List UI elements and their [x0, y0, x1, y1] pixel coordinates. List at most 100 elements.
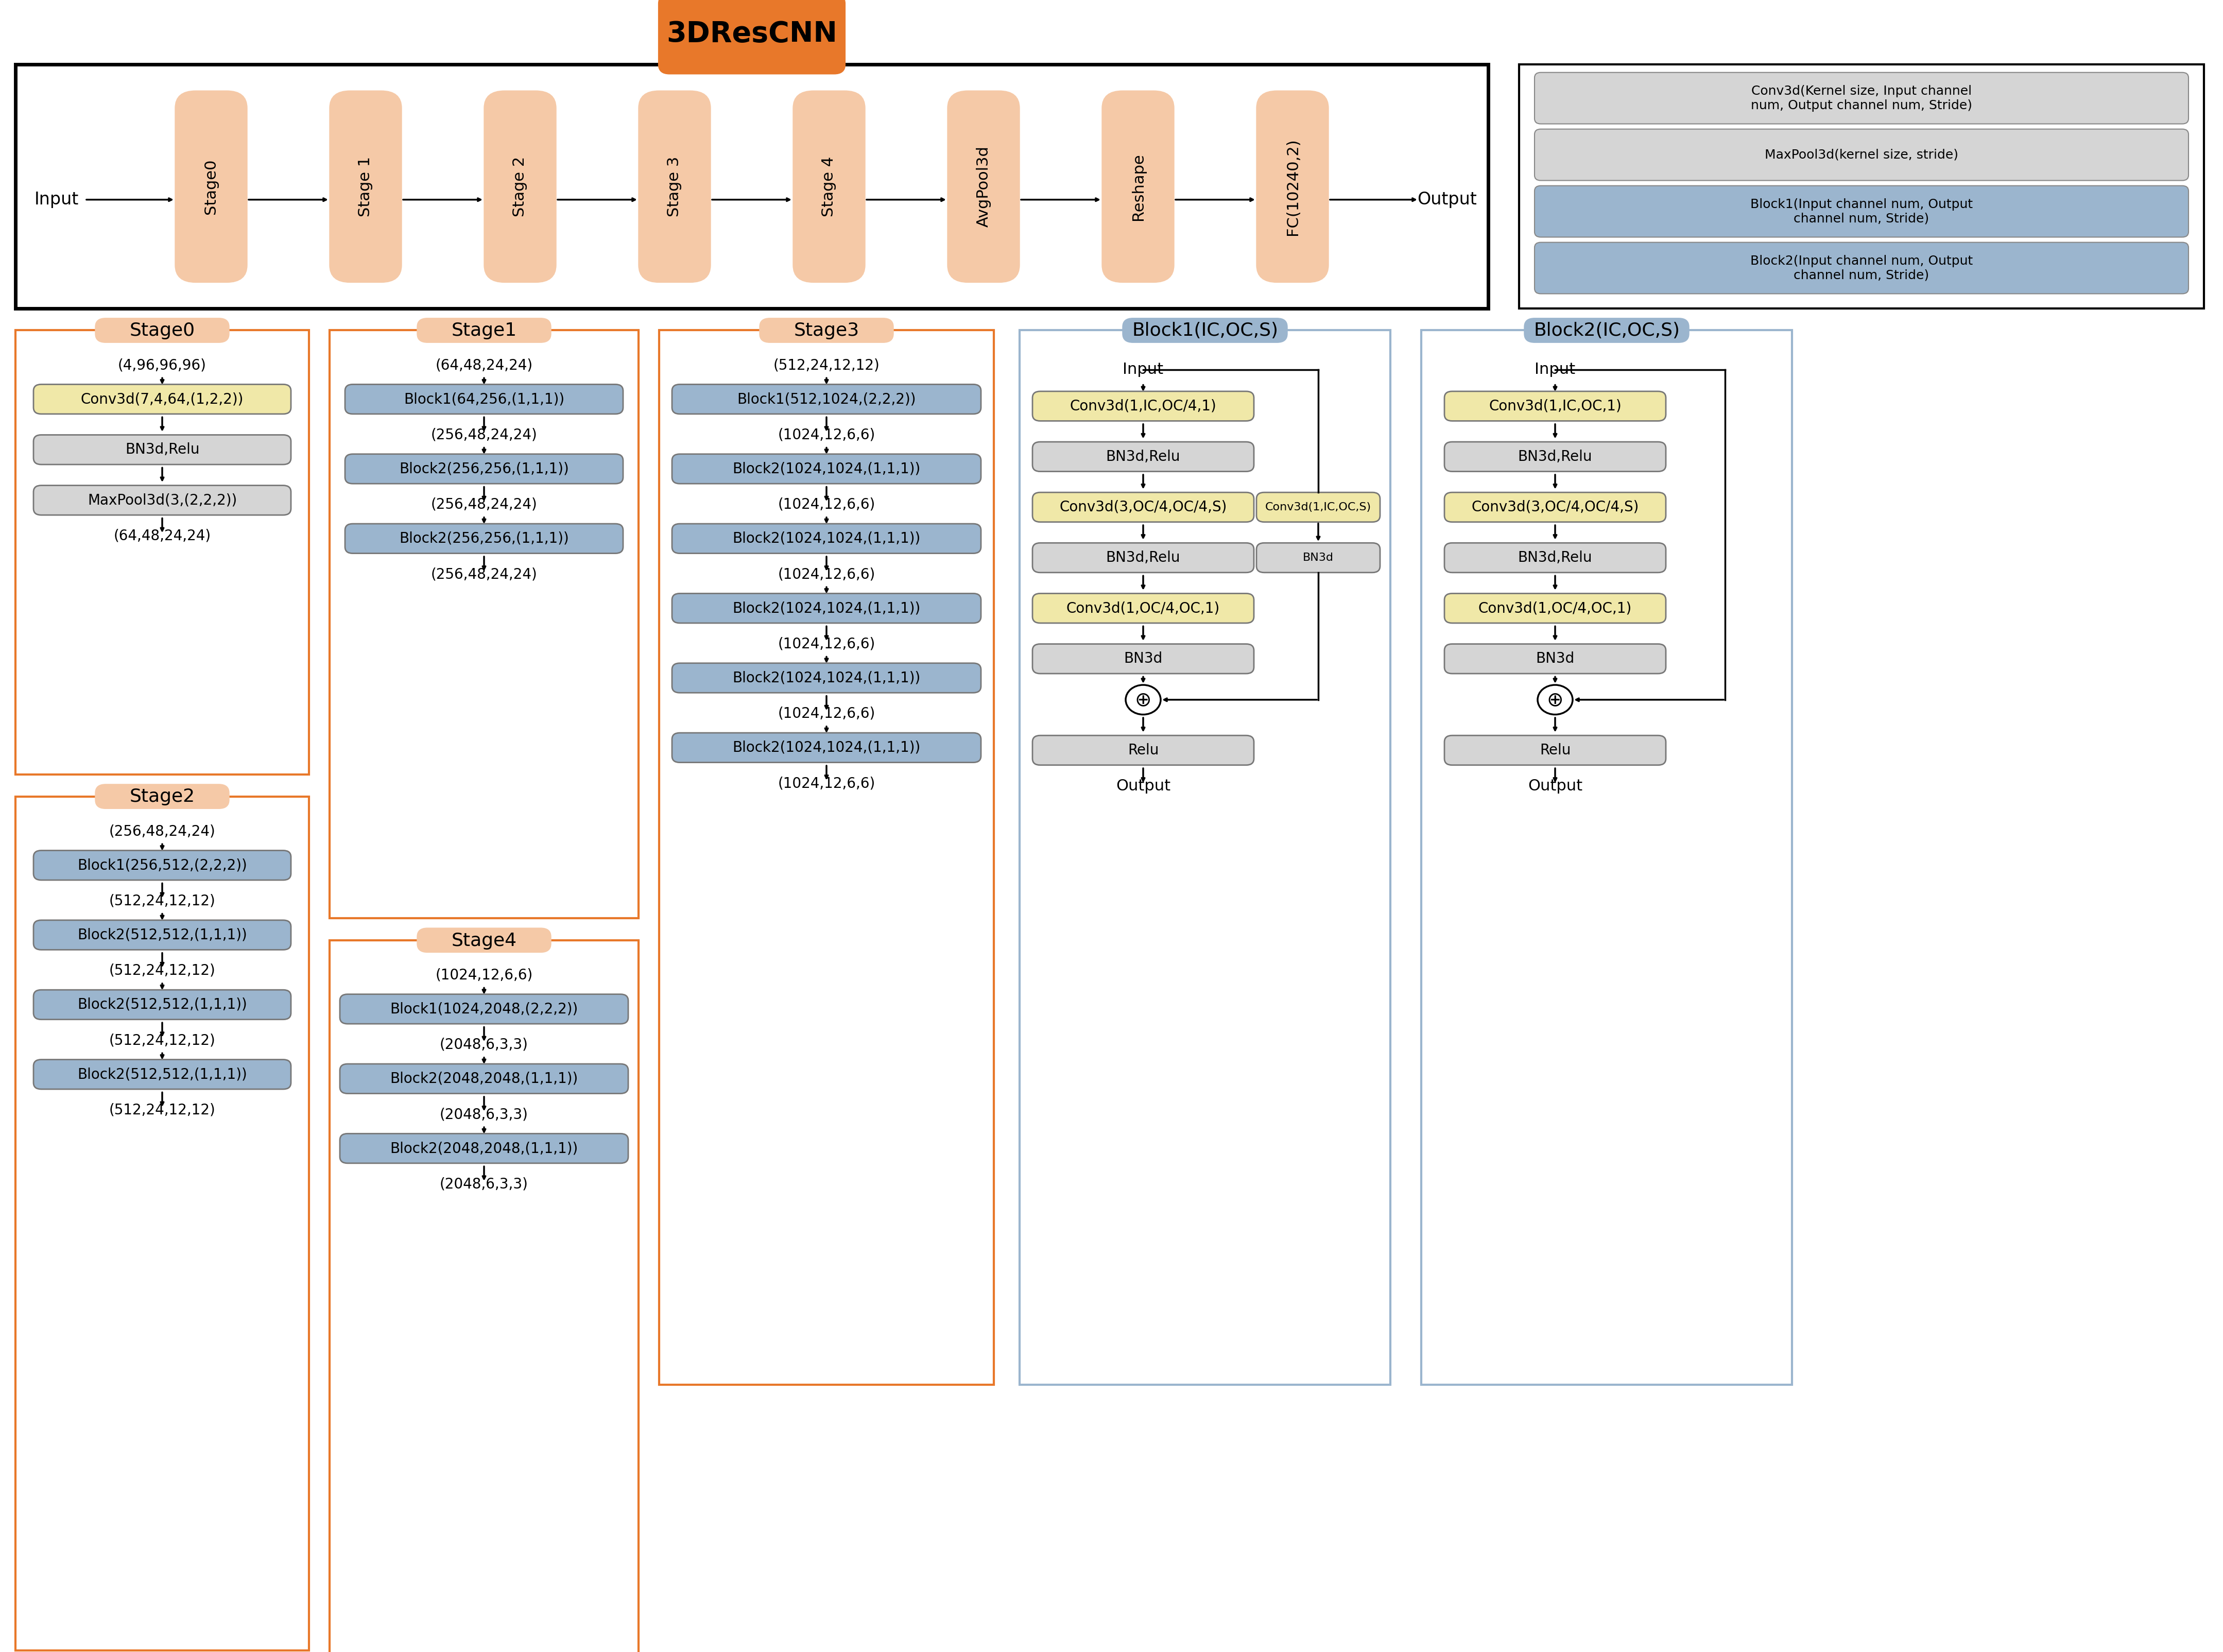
- Text: Block2(512,512,(1,1,1)): Block2(512,512,(1,1,1)): [78, 928, 247, 942]
- Text: Block2(1024,1024,(1,1,1)): Block2(1024,1024,(1,1,1)): [731, 461, 920, 476]
- Text: Block1(Input channel num, Output
channel num, Stride): Block1(Input channel num, Output channel…: [1750, 198, 1972, 225]
- Text: Stage0: Stage0: [129, 322, 196, 340]
- FancyBboxPatch shape: [1123, 319, 1287, 342]
- Text: (256,48,24,24): (256,48,24,24): [431, 497, 538, 512]
- Text: AvgPool3d: AvgPool3d: [976, 145, 991, 228]
- FancyBboxPatch shape: [418, 928, 551, 953]
- Text: Block2(1024,1024,(1,1,1)): Block2(1024,1024,(1,1,1)): [731, 532, 920, 545]
- FancyBboxPatch shape: [96, 785, 229, 808]
- Text: Block2(1024,1024,(1,1,1)): Block2(1024,1024,(1,1,1)): [731, 740, 920, 755]
- FancyBboxPatch shape: [340, 1133, 629, 1163]
- Text: Stage0: Stage0: [205, 159, 218, 215]
- FancyBboxPatch shape: [33, 434, 291, 464]
- FancyBboxPatch shape: [96, 319, 229, 342]
- Text: Conv3d(7,4,64,(1,2,2)): Conv3d(7,4,64,(1,2,2)): [80, 392, 245, 406]
- Text: Block2(1024,1024,(1,1,1)): Block2(1024,1024,(1,1,1)): [731, 601, 920, 616]
- Text: Input: Input: [1534, 362, 1576, 377]
- Text: ⊕: ⊕: [1547, 691, 1563, 709]
- Text: (1024,12,6,6): (1024,12,6,6): [778, 707, 876, 720]
- Text: Stage 3: Stage 3: [667, 157, 682, 216]
- Bar: [1518, 64, 2203, 309]
- Bar: [329, 940, 638, 1652]
- Text: Conv3d(3,OC/4,OC/4,S): Conv3d(3,OC/4,OC/4,S): [1472, 501, 1638, 514]
- FancyBboxPatch shape: [345, 385, 622, 415]
- Text: (1024,12,6,6): (1024,12,6,6): [778, 636, 876, 651]
- Text: Conv3d(3,OC/4,OC/4,S): Conv3d(3,OC/4,OC/4,S): [1060, 501, 1227, 514]
- Text: BN3d,Relu: BN3d,Relu: [1518, 449, 1592, 464]
- Text: Stage3: Stage3: [794, 322, 860, 340]
- FancyBboxPatch shape: [1534, 129, 2187, 180]
- Text: (512,24,12,12): (512,24,12,12): [774, 358, 880, 372]
- FancyBboxPatch shape: [33, 920, 291, 950]
- Text: BN3d,Relu: BN3d,Relu: [1518, 550, 1592, 565]
- Text: (1024,12,6,6): (1024,12,6,6): [436, 968, 534, 983]
- FancyBboxPatch shape: [345, 524, 622, 553]
- FancyBboxPatch shape: [33, 385, 291, 415]
- Text: 3DResCNN: 3DResCNN: [667, 20, 838, 48]
- Text: Stage 4: Stage 4: [823, 157, 836, 216]
- Bar: [16, 796, 309, 1650]
- FancyBboxPatch shape: [671, 593, 980, 623]
- Text: Block2(256,256,(1,1,1)): Block2(256,256,(1,1,1)): [400, 461, 569, 476]
- FancyBboxPatch shape: [671, 662, 980, 692]
- Text: (256,48,24,24): (256,48,24,24): [431, 428, 538, 443]
- Text: Block2(1024,1024,(1,1,1)): Block2(1024,1024,(1,1,1)): [731, 671, 920, 686]
- FancyBboxPatch shape: [1525, 319, 1689, 342]
- Text: BN3d,Relu: BN3d,Relu: [1107, 449, 1180, 464]
- Text: Stage 1: Stage 1: [358, 157, 373, 216]
- Text: (1024,12,6,6): (1024,12,6,6): [778, 567, 876, 582]
- FancyBboxPatch shape: [671, 524, 980, 553]
- FancyBboxPatch shape: [794, 91, 865, 282]
- FancyBboxPatch shape: [485, 91, 556, 282]
- Text: (64,48,24,24): (64,48,24,24): [113, 529, 211, 544]
- Text: FC(10240,2): FC(10240,2): [1285, 139, 1300, 235]
- Text: (2048,6,3,3): (2048,6,3,3): [440, 1107, 529, 1122]
- Text: Conv3d(1,IC,OC,1): Conv3d(1,IC,OC,1): [1489, 398, 1621, 413]
- Text: Block1(IC,OC,S): Block1(IC,OC,S): [1132, 322, 1278, 340]
- Text: (2048,6,3,3): (2048,6,3,3): [440, 1176, 529, 1191]
- FancyBboxPatch shape: [1256, 492, 1380, 522]
- FancyBboxPatch shape: [671, 733, 980, 763]
- Circle shape: [1538, 686, 1572, 715]
- Bar: [660, 330, 994, 1384]
- Text: Output: Output: [1527, 778, 1583, 793]
- Text: BN3d: BN3d: [1303, 552, 1334, 563]
- Text: Reshape: Reshape: [1132, 154, 1145, 220]
- Bar: [16, 330, 309, 775]
- Text: (2048,6,3,3): (2048,6,3,3): [440, 1037, 529, 1052]
- FancyBboxPatch shape: [33, 486, 291, 515]
- FancyBboxPatch shape: [1256, 544, 1380, 573]
- Text: Block1(256,512,(2,2,2)): Block1(256,512,(2,2,2)): [78, 857, 247, 872]
- Text: Conv3d(1,IC,OC,S): Conv3d(1,IC,OC,S): [1265, 502, 1372, 512]
- FancyBboxPatch shape: [1445, 441, 1665, 471]
- Text: (512,24,12,12): (512,24,12,12): [109, 963, 216, 978]
- FancyBboxPatch shape: [1031, 735, 1254, 765]
- Text: (256,48,24,24): (256,48,24,24): [431, 567, 538, 582]
- Text: Block2(Input channel num, Output
channel num, Stride): Block2(Input channel num, Output channel…: [1750, 254, 1972, 281]
- Text: BN3d,Relu: BN3d,Relu: [124, 443, 200, 458]
- Text: Stage2: Stage2: [129, 788, 196, 806]
- FancyBboxPatch shape: [1445, 492, 1665, 522]
- Text: BN3d,Relu: BN3d,Relu: [1107, 550, 1180, 565]
- Text: (1024,12,6,6): (1024,12,6,6): [778, 497, 876, 512]
- FancyBboxPatch shape: [329, 91, 402, 282]
- FancyBboxPatch shape: [1256, 91, 1329, 282]
- Text: (256,48,24,24): (256,48,24,24): [109, 824, 216, 839]
- Text: (4,96,96,96): (4,96,96,96): [118, 358, 207, 372]
- FancyBboxPatch shape: [947, 91, 1020, 282]
- Bar: [329, 330, 638, 919]
- Text: Block1(512,1024,(2,2,2)): Block1(512,1024,(2,2,2)): [738, 392, 916, 406]
- Circle shape: [1125, 686, 1160, 715]
- Text: Block1(64,256,(1,1,1)): Block1(64,256,(1,1,1)): [405, 392, 565, 406]
- FancyBboxPatch shape: [1031, 544, 1254, 573]
- Text: ⊕: ⊕: [1134, 691, 1152, 709]
- FancyBboxPatch shape: [1534, 73, 2187, 124]
- Text: BN3d: BN3d: [1536, 651, 1574, 666]
- Text: Block2(512,512,(1,1,1)): Block2(512,512,(1,1,1)): [78, 998, 247, 1013]
- Text: Block2(2048,2048,(1,1,1)): Block2(2048,2048,(1,1,1)): [389, 1072, 578, 1085]
- FancyBboxPatch shape: [1031, 392, 1254, 421]
- FancyBboxPatch shape: [1031, 644, 1254, 674]
- FancyBboxPatch shape: [1445, 735, 1665, 765]
- FancyBboxPatch shape: [1103, 91, 1174, 282]
- FancyBboxPatch shape: [1031, 441, 1254, 471]
